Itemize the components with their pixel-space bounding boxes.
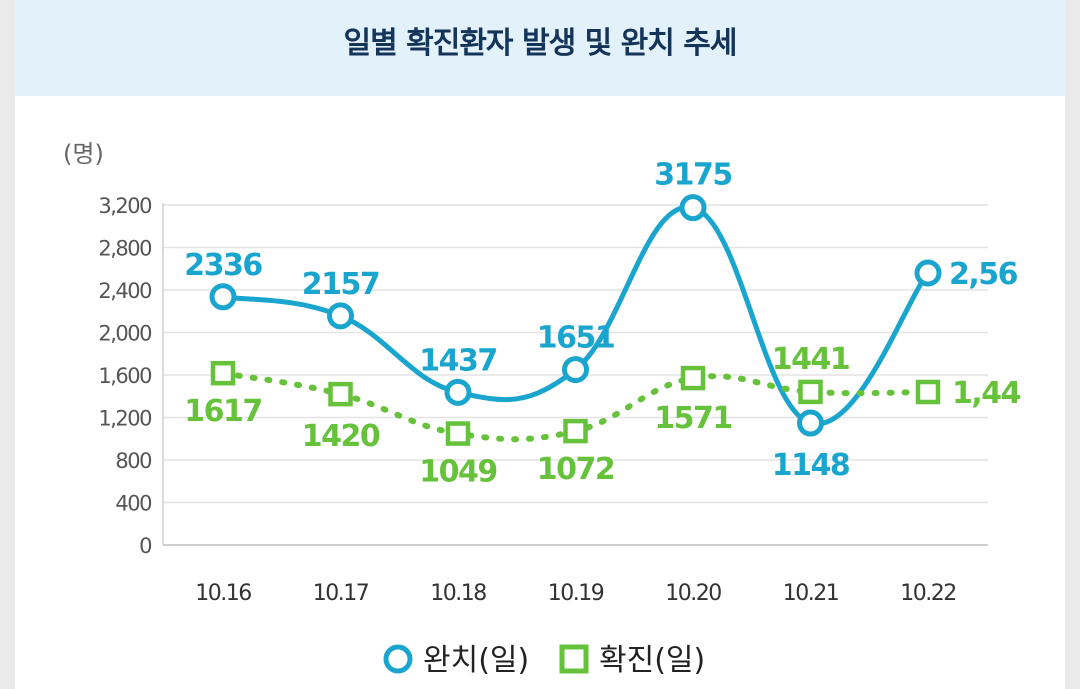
legend-circle-icon bbox=[383, 644, 413, 674]
data-label: 1420 bbox=[302, 419, 380, 454]
data-label: 1072 bbox=[537, 452, 615, 487]
x-tick-label: 10.22 bbox=[900, 581, 955, 606]
point-marker-confirmed bbox=[445, 421, 471, 446]
line-chart: (명) 0 400 800 1,200 1,600 2,000 2,400 2,800 3,200… bbox=[63, 140, 1022, 678]
x-tick-label: 10.21 bbox=[783, 581, 838, 606]
series-layer bbox=[209, 194, 942, 446]
chart-card: 일별 확진환자 발생 및 완치 추세 (명) 0 400 800 1,200 1,600 2… bbox=[15, 0, 1065, 689]
data-label: 3175 bbox=[654, 158, 732, 193]
x-tick-label: 10.16 bbox=[195, 581, 251, 606]
point-marker-confirmed bbox=[680, 365, 706, 391]
legend: 완치(일) 확진(일) bbox=[383, 643, 705, 678]
data-label: 2336 bbox=[184, 248, 262, 283]
y-tick-label: 800 bbox=[115, 449, 151, 473]
y-tick-label: 2,000 bbox=[98, 322, 151, 346]
y-unit-label: (명) bbox=[63, 140, 104, 168]
y-tick-label: 1,600 bbox=[98, 364, 151, 388]
point-marker-recovered bbox=[444, 378, 472, 406]
data-labels: 2336 2157 1437 1651 3175 1148 2,56 1617 1420 1049… bbox=[184, 158, 1022, 490]
y-tick-label: 1,200 bbox=[98, 407, 151, 431]
point-marker-confirmed bbox=[210, 360, 236, 386]
point-marker-confirmed bbox=[328, 381, 353, 407]
legend-label: 확진(일) bbox=[599, 643, 705, 678]
point-marker-recovered bbox=[797, 409, 824, 437]
legend-label: 완치(일) bbox=[423, 643, 529, 678]
y-tick-label: 0 bbox=[139, 534, 151, 558]
data-label: 2,56 bbox=[949, 257, 1018, 292]
data-label: 1049 bbox=[419, 455, 497, 490]
point-marker-recovered bbox=[327, 302, 354, 330]
y-tick-label: 3,200 bbox=[98, 194, 151, 218]
x-tick-label: 10.17 bbox=[313, 581, 369, 606]
chart-header: 일별 확진환자 발생 및 완치 추세 bbox=[15, 0, 1065, 96]
point-marker-recovered bbox=[914, 259, 942, 287]
data-label: 1441 bbox=[772, 342, 850, 377]
y-tick-label: 2,800 bbox=[98, 237, 151, 261]
point-marker-recovered bbox=[562, 356, 589, 384]
y-tick-label: 2,400 bbox=[98, 279, 151, 303]
y-tick-label: 400 bbox=[115, 492, 151, 516]
data-label: 2157 bbox=[302, 267, 380, 302]
legend-square-icon bbox=[559, 644, 589, 674]
point-marker-confirmed bbox=[563, 418, 588, 444]
data-label: 1148 bbox=[772, 448, 850, 483]
point-marker-recovered bbox=[209, 283, 237, 311]
data-label: 1651 bbox=[537, 321, 615, 356]
point-marker-confirmed bbox=[915, 379, 941, 405]
data-label: 1571 bbox=[654, 401, 732, 436]
point-marker-confirmed bbox=[798, 379, 823, 405]
x-tick-label: 10.19 bbox=[548, 581, 604, 606]
data-label: 1617 bbox=[184, 394, 262, 429]
data-label: 1437 bbox=[419, 343, 497, 378]
data-label: 1,44 bbox=[952, 376, 1021, 411]
grid bbox=[163, 204, 988, 504]
axes: (명) 0 400 800 1,200 1,600 2,000 2,400 2,800 3,200… bbox=[63, 140, 988, 606]
x-tick-label: 10.20 bbox=[665, 581, 721, 606]
x-tick-label: 10.18 bbox=[430, 581, 486, 606]
chart-title: 일별 확진환자 발생 및 완치 추세 bbox=[343, 26, 737, 61]
point-marker-recovered bbox=[679, 194, 707, 222]
